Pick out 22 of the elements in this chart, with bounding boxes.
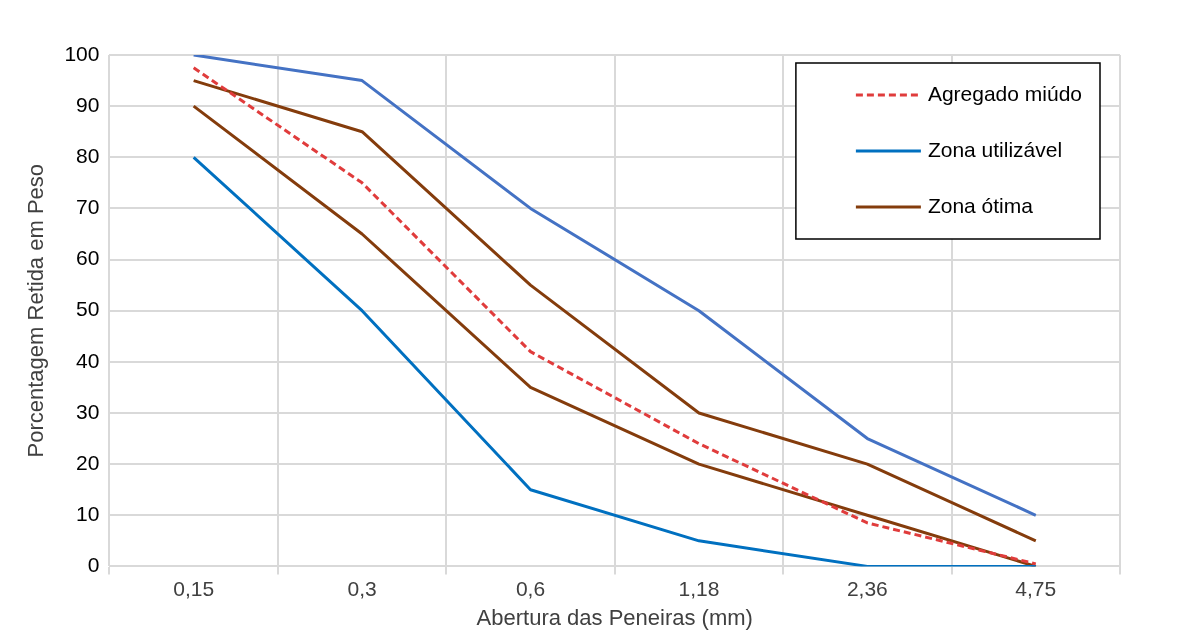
y-tick-label: 90 bbox=[76, 92, 100, 116]
x-tick-label: 0,15 bbox=[173, 576, 215, 600]
y-tick-label: 70 bbox=[76, 195, 100, 219]
x-tick-label: 4,75 bbox=[1015, 576, 1057, 600]
legend-label: Agregado miúdo bbox=[927, 81, 1082, 105]
y-tick-label: 20 bbox=[76, 450, 100, 474]
y-tick-label: 60 bbox=[76, 246, 100, 270]
y-tick-label: 100 bbox=[64, 41, 100, 65]
legend-label: Zona ótima bbox=[927, 193, 1034, 217]
y-axis-title: Porcentagem Retida em Peso bbox=[23, 163, 49, 458]
y-tick-label: 10 bbox=[76, 502, 100, 526]
legend-label: Zona utilizável bbox=[927, 137, 1063, 161]
x-tick-label: 1,18 bbox=[678, 576, 720, 600]
x-tick-label: 2,36 bbox=[846, 576, 888, 600]
y-tick-label: 30 bbox=[76, 399, 100, 423]
x-tick-label: 0,6 bbox=[515, 576, 546, 600]
y-tick-label: 50 bbox=[76, 297, 100, 321]
y-tick-label: 80 bbox=[76, 144, 100, 168]
y-tick-label: 0 bbox=[87, 553, 100, 577]
x-tick-label: 0,3 bbox=[347, 576, 377, 600]
x-axis-title: Abertura das Peneiras (mm) bbox=[476, 604, 753, 630]
y-tick-label: 40 bbox=[76, 348, 100, 372]
